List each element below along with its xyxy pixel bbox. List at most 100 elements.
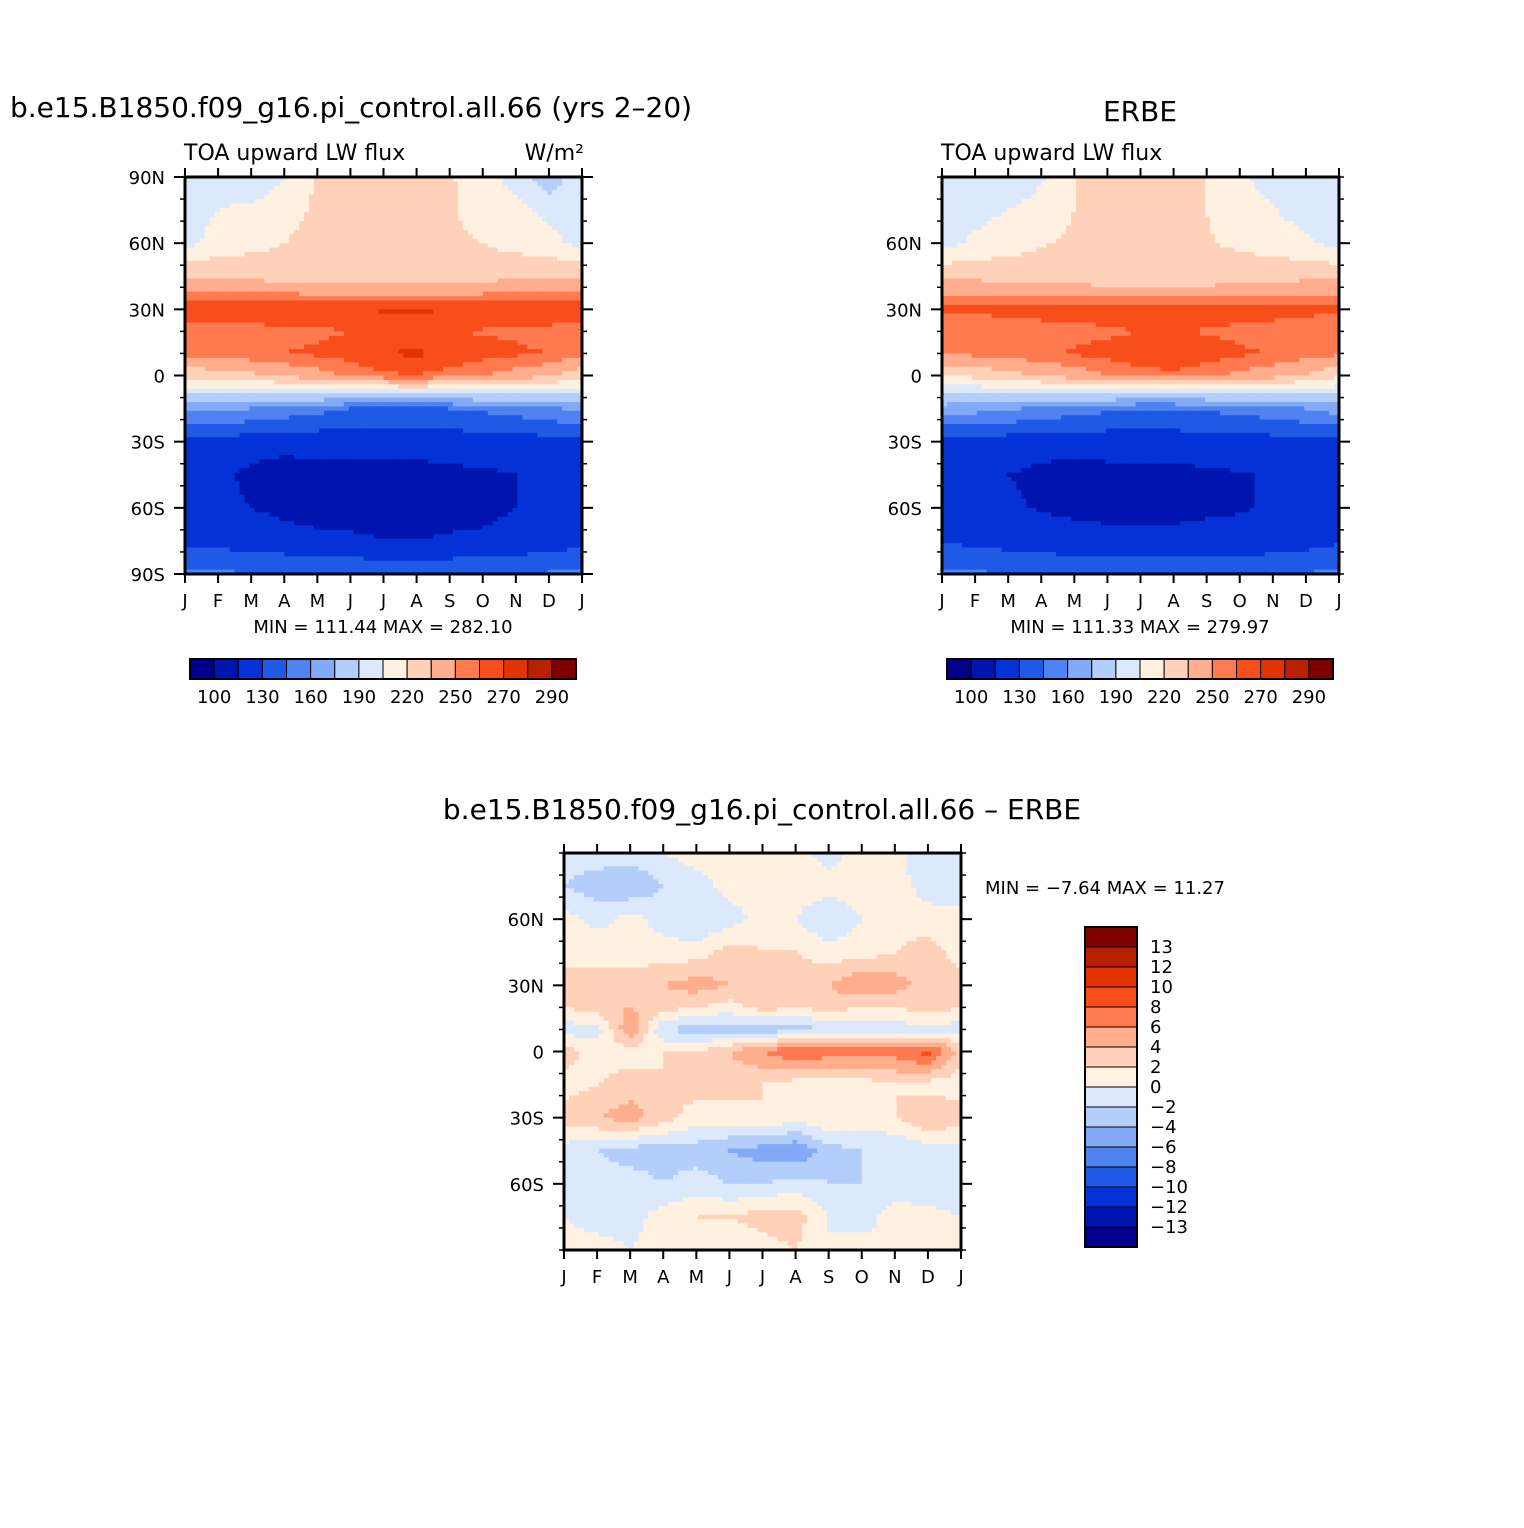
heatmap-cell bbox=[532, 362, 538, 368]
heatmap-cell bbox=[279, 225, 285, 231]
heatmap-cell bbox=[284, 331, 290, 337]
heatmap-cell bbox=[269, 428, 275, 434]
heatmap-cell bbox=[482, 388, 489, 394]
heatmap-cell bbox=[497, 318, 504, 324]
heatmap-cell bbox=[398, 344, 404, 350]
heatmap-cell bbox=[512, 225, 519, 231]
heatmap-cell bbox=[368, 256, 375, 262]
heatmap-cell bbox=[467, 238, 474, 244]
heatmap-cell bbox=[209, 194, 216, 200]
heatmap-cell bbox=[413, 221, 419, 227]
heatmap-cell bbox=[487, 419, 494, 425]
heatmap-cell bbox=[244, 322, 251, 328]
heatmap-cell bbox=[443, 446, 449, 452]
heatmap-cell bbox=[433, 424, 439, 430]
heatmap-cell bbox=[502, 256, 509, 262]
heatmap-cell bbox=[547, 243, 553, 249]
heatmap-cell bbox=[537, 238, 543, 244]
heatmap-cell bbox=[368, 406, 375, 412]
heatmap-cell bbox=[452, 234, 459, 240]
heatmap-cell bbox=[562, 424, 568, 430]
heatmap-cell bbox=[189, 203, 196, 209]
heatmap-cell bbox=[552, 274, 558, 280]
heatmap-cell bbox=[443, 207, 449, 213]
heatmap-cell bbox=[259, 247, 265, 253]
heatmap-cell bbox=[383, 260, 390, 266]
heatmap-cell bbox=[194, 410, 201, 416]
heatmap-cell bbox=[507, 344, 514, 350]
heatmap-cell bbox=[353, 335, 360, 341]
heatmap-cell bbox=[512, 274, 519, 280]
heatmap-cell bbox=[204, 234, 211, 240]
heatmap-cell bbox=[219, 256, 226, 262]
heatmap-cell bbox=[497, 331, 504, 337]
heatmap-cell bbox=[358, 243, 365, 249]
heatmap-cell bbox=[224, 234, 231, 240]
heatmap-cell bbox=[259, 309, 265, 315]
heatmap-cell bbox=[448, 256, 454, 262]
heatmap-cell bbox=[333, 221, 340, 227]
heatmap-cell bbox=[418, 190, 424, 196]
heatmap-cell bbox=[457, 349, 464, 355]
heatmap-cell bbox=[448, 225, 454, 231]
heatmap-cell bbox=[219, 340, 226, 346]
heatmap-cell bbox=[547, 278, 553, 284]
heatmap-cell bbox=[239, 309, 246, 315]
heatmap-cell bbox=[214, 415, 221, 421]
heatmap-cell bbox=[244, 335, 251, 341]
heatmap-cell bbox=[378, 256, 385, 262]
heatmap-cell bbox=[472, 225, 479, 231]
heatmap-cell bbox=[542, 437, 548, 443]
heatmap-cell bbox=[487, 362, 494, 368]
heatmap-cell bbox=[289, 432, 295, 438]
heatmap-cell bbox=[492, 318, 499, 324]
heatmap-cell bbox=[477, 274, 484, 280]
heatmap-cell bbox=[219, 366, 226, 372]
heatmap-cell bbox=[527, 397, 533, 403]
heatmap-cell bbox=[304, 428, 310, 434]
heatmap-cell bbox=[299, 225, 305, 231]
heatmap-cell bbox=[353, 243, 360, 249]
heatmap-cell bbox=[314, 326, 320, 332]
heatmap-cell bbox=[214, 432, 221, 438]
heatmap-cell bbox=[294, 282, 300, 288]
heatmap-cell bbox=[309, 401, 315, 407]
heatmap-cell bbox=[532, 357, 538, 363]
heatmap-cell bbox=[214, 326, 221, 332]
heatmap-cell bbox=[428, 300, 434, 306]
heatmap-cell bbox=[403, 340, 409, 346]
heatmap-cell bbox=[487, 388, 494, 394]
heatmap-cell bbox=[353, 287, 360, 293]
heatmap-cell bbox=[482, 181, 489, 187]
heatmap-cell bbox=[443, 410, 449, 416]
heatmap-cell bbox=[562, 256, 568, 262]
heatmap-cell bbox=[239, 269, 246, 275]
heatmap-cell bbox=[279, 371, 285, 377]
heatmap-cell bbox=[284, 362, 290, 368]
heatmap-cell bbox=[448, 251, 454, 257]
heatmap-cell bbox=[403, 260, 409, 266]
heatmap-cell bbox=[244, 326, 251, 332]
heatmap-cell bbox=[517, 256, 524, 262]
heatmap-cell bbox=[457, 274, 464, 280]
heatmap-cell bbox=[333, 304, 340, 310]
heatmap-cell bbox=[224, 424, 231, 430]
heatmap-cell bbox=[567, 216, 573, 222]
heatmap-cell bbox=[318, 203, 325, 209]
heatmap-cell bbox=[428, 177, 434, 183]
heatmap-cell bbox=[572, 216, 578, 222]
heatmap-cell bbox=[393, 269, 399, 275]
heatmap-cell bbox=[314, 181, 320, 187]
heatmap-cell bbox=[517, 322, 524, 328]
heatmap-cell bbox=[438, 406, 444, 412]
heatmap-cell bbox=[393, 304, 399, 310]
heatmap-cell bbox=[457, 203, 464, 209]
heatmap-cell bbox=[398, 287, 404, 293]
heatmap-cell bbox=[249, 340, 256, 346]
heatmap-cell bbox=[527, 415, 533, 421]
heatmap-cell bbox=[358, 424, 365, 430]
heatmap-cell bbox=[567, 397, 573, 403]
heatmap-cell bbox=[224, 190, 231, 196]
heatmap-cell bbox=[323, 410, 330, 416]
heatmap-cell bbox=[363, 424, 370, 430]
